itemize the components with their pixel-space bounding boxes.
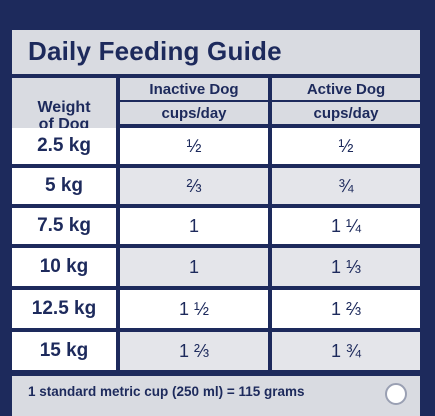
weight-header-line1: Weight — [37, 99, 91, 116]
active-cell: ½ — [272, 128, 420, 164]
inactive-cell: 1 — [120, 208, 268, 244]
inactive-cell: 1 ⅔ — [120, 332, 268, 370]
feeding-guide-table: Daily Feeding Guide Weight of Dog Inacti… — [12, 30, 420, 416]
inactive-header: Inactive Dog — [120, 78, 268, 100]
inactive-cell: 1 — [120, 248, 268, 286]
active-cell: 1 ¾ — [272, 332, 420, 370]
active-cell: 1 ⅔ — [272, 290, 420, 328]
title-bar: Daily Feeding Guide — [12, 30, 420, 74]
weight-cell: 12.5 kg — [12, 290, 116, 328]
active-cell: 1 ⅓ — [272, 248, 420, 286]
inactive-cell: ⅔ — [120, 168, 268, 204]
inactive-cell: ½ — [120, 128, 268, 164]
page-title: Daily Feeding Guide — [28, 36, 282, 66]
cup-conversion-note: 1 standard metric cup (250 ml) = 115 gra… — [12, 376, 420, 416]
active-cell: ¾ — [272, 168, 420, 204]
weight-cell: 15 kg — [12, 332, 116, 370]
active-cell: 1 ¼ — [272, 208, 420, 244]
inactive-cell: 1 ½ — [120, 290, 268, 328]
weight-cell: 7.5 kg — [12, 208, 116, 244]
active-header: Active Dog — [272, 78, 420, 100]
weight-cell: 5 kg — [12, 168, 116, 204]
weight-cell: 10 kg — [12, 248, 116, 286]
circle-icon[interactable] — [385, 383, 407, 405]
weight-cell: 2.5 kg — [12, 128, 116, 164]
inactive-unit-header: cups/day — [120, 102, 268, 124]
active-unit-header: cups/day — [272, 102, 420, 124]
